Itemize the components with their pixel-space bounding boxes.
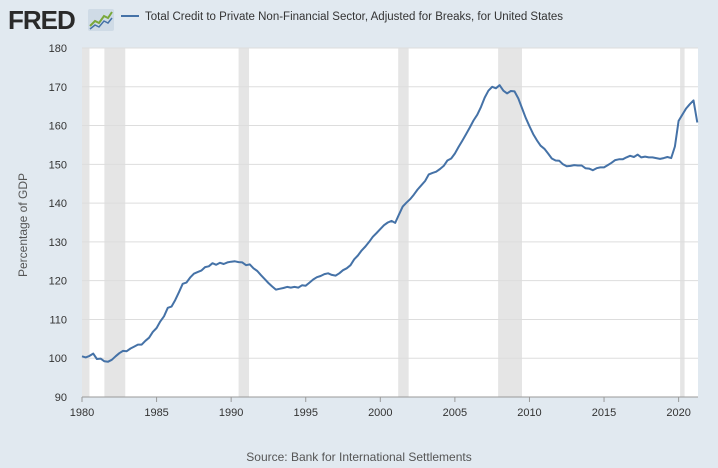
y-tick-label: 140 (49, 198, 67, 210)
x-tick-label: 2020 (666, 407, 690, 419)
x-tick-label: 1990 (219, 407, 243, 419)
legend-label: Total Credit to Private Non-Financial Se… (145, 11, 564, 23)
y-tick-label: 90 (55, 392, 67, 404)
y-tick-label: 150 (49, 159, 67, 171)
legend-swatch (121, 14, 139, 17)
y-tick-label: 180 (49, 43, 67, 55)
x-tick-label: 1995 (293, 407, 317, 419)
y-axis-label: Percentage of GDP (16, 173, 30, 277)
x-tick-label: 2000 (368, 407, 392, 419)
y-tick-label: 100 (49, 353, 67, 365)
x-tick-label: 2005 (443, 407, 467, 419)
recession-band (238, 48, 250, 397)
fred-logo[interactable]: FRED (8, 5, 76, 35)
recession-band (498, 48, 522, 397)
recession-band (82, 48, 90, 397)
recession-band (680, 48, 685, 397)
chart-legend: Total Credit to Private Non-Financial Se… (121, 11, 563, 23)
x-tick-label: 1980 (70, 407, 94, 419)
x-tick-label: 2010 (517, 407, 541, 419)
chart-header: FRED Total Credit to Private Non-Financi… (0, 0, 718, 42)
series-line[interactable] (81, 84, 699, 363)
fred-graph-icon (88, 9, 114, 31)
source-note: Source: Bank for International Settlemen… (246, 450, 472, 464)
y-tick-label: 130 (49, 237, 67, 249)
recession-band (104, 48, 126, 397)
x-tick-label: 1985 (144, 407, 168, 419)
y-tick-label: 110 (49, 314, 67, 326)
y-tick-label: 160 (49, 121, 67, 133)
y-tick-label: 170 (49, 82, 67, 94)
y-tick-label: 120 (49, 276, 67, 288)
x-tick-label: 2015 (592, 407, 616, 419)
recession-band (398, 48, 409, 397)
